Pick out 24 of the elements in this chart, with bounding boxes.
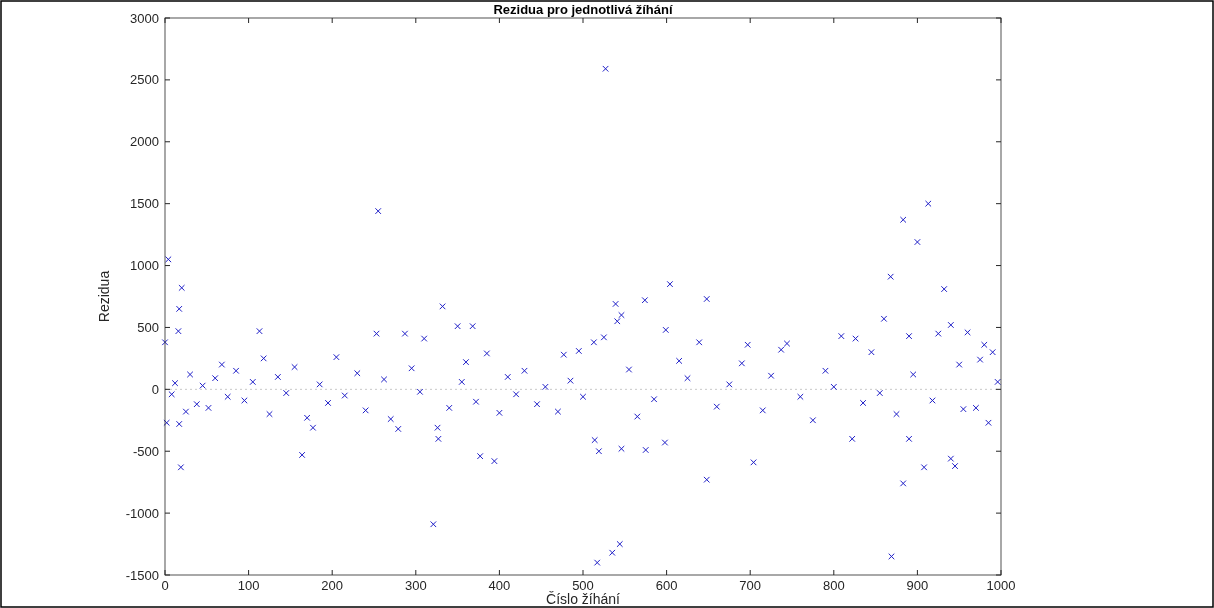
y-tick-label: 2500 — [130, 72, 159, 88]
x-tick-label: 100 — [237, 578, 260, 593]
x-axis-title: Číslo žíhání — [546, 591, 621, 607]
y-tick-label: 3000 — [130, 10, 159, 26]
y-tick-label: -1500 — [125, 567, 159, 583]
x-tick-label: 600 — [655, 578, 678, 593]
y-tick-label: 500 — [137, 319, 159, 335]
x-tick-label: 200 — [321, 578, 344, 593]
y-axis-title: Rezidua — [96, 270, 112, 323]
y-tick-label: 0 — [151, 381, 159, 397]
y-tick-label: -500 — [132, 443, 159, 459]
x-tick-label: 800 — [822, 578, 845, 593]
x-tick-label: 500 — [572, 578, 594, 593]
x-tick-label: 400 — [488, 578, 511, 593]
y-tick-label: 2000 — [130, 134, 159, 150]
x-tick-label: 0 — [161, 578, 169, 593]
y-tick-label: 1500 — [130, 196, 159, 212]
y-tick-label: 1000 — [130, 258, 159, 274]
x-tick-label: 700 — [739, 578, 762, 593]
x-tick-label: 1000 — [986, 578, 1016, 593]
chart-title: Rezidua pro jednotlivá žíhání — [493, 2, 673, 17]
y-tick-label: -1000 — [125, 505, 159, 521]
x-tick-label: 900 — [906, 578, 929, 593]
x-tick-label: 300 — [404, 578, 427, 593]
